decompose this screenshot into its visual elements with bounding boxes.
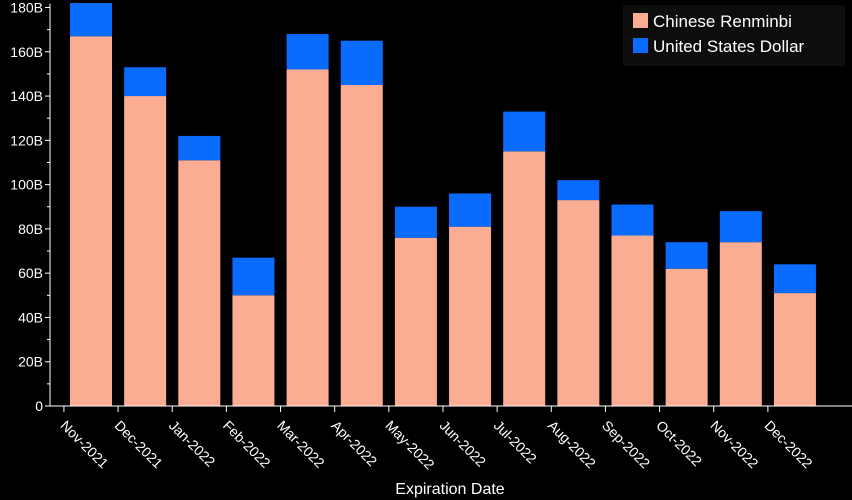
legend-label-chinese-renminbi: Chinese Renminbi	[653, 12, 792, 31]
legend: Chinese Renminbi United States Dollar	[623, 5, 845, 66]
y-tick-label: 120B	[10, 132, 43, 148]
bar-chinese-renminbi	[611, 235, 654, 406]
bar-united-states-dollar	[70, 3, 112, 37]
bar-united-states-dollar	[719, 211, 762, 243]
y-tick-label: 100B	[10, 177, 43, 193]
bar-chinese-renminbi	[286, 69, 329, 406]
x-axis-title: Expiration Date	[395, 481, 504, 498]
bar-united-states-dollar	[178, 135, 221, 161]
bar-united-states-dollar	[503, 111, 546, 152]
y-axis: 0 20B 40B 60B 80B 100B 120B 140B 160B 180B	[10, 0, 51, 414]
legend-swatch-united-states-dollar	[633, 38, 648, 53]
y-tick-label: 180B	[10, 0, 43, 16]
bar-chinese-renminbi	[178, 160, 221, 406]
legend-box	[623, 5, 845, 66]
bar-chinese-renminbi	[719, 242, 762, 406]
bar-united-states-dollar	[124, 67, 167, 97]
bar-united-states-dollar	[286, 34, 329, 70]
bars	[70, 3, 816, 407]
bar-chinese-renminbi	[449, 226, 492, 406]
bar-chinese-renminbi	[394, 237, 437, 406]
bar-chinese-renminbi	[124, 96, 167, 407]
bar-united-states-dollar	[557, 180, 600, 201]
bar-chinese-renminbi	[232, 295, 275, 406]
y-tick-label: 80B	[18, 221, 43, 237]
y-tick-label: 160B	[10, 44, 43, 60]
bar-united-states-dollar	[394, 206, 437, 238]
bar-chinese-renminbi	[773, 293, 816, 406]
bar-chinese-renminbi	[70, 36, 112, 407]
bar-chinese-renminbi	[665, 268, 708, 406]
y-tick-label: 20B	[18, 354, 43, 370]
bar-united-states-dollar	[773, 264, 816, 294]
y-tick-label: 140B	[10, 88, 43, 104]
bar-united-states-dollar	[449, 193, 492, 227]
bar-united-states-dollar	[340, 40, 383, 85]
bar-chinese-renminbi	[340, 84, 383, 406]
y-tick-label: 40B	[18, 309, 43, 325]
legend-swatch-chinese-renminbi	[633, 13, 648, 28]
y-tick-label: 0	[35, 398, 43, 414]
bar-united-states-dollar	[665, 242, 708, 269]
bar-united-states-dollar	[611, 204, 654, 236]
bar-chinese-renminbi	[503, 151, 546, 406]
legend-label-united-states-dollar: United States Dollar	[653, 37, 805, 56]
bar-united-states-dollar	[232, 257, 275, 296]
bar-chinese-renminbi	[557, 200, 600, 406]
y-tick-label: 60B	[18, 265, 43, 281]
